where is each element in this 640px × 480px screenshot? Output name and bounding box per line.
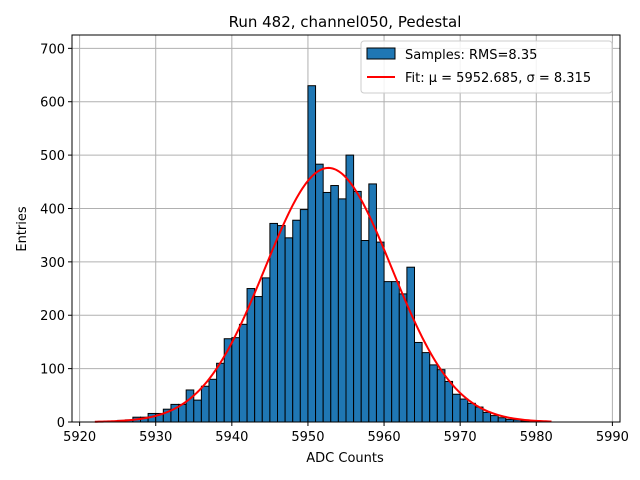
x-tick-label: 5980 [520, 430, 553, 445]
histogram-bar [391, 281, 400, 423]
x-tick-label: 5920 [63, 430, 96, 445]
histogram-bar [467, 402, 476, 423]
legend-swatch-samples [366, 47, 396, 60]
histogram-bar [459, 398, 469, 423]
histogram-bar [238, 323, 248, 423]
histogram-bar [436, 369, 446, 423]
histogram-bar [429, 364, 438, 423]
y-axis-ticks: 0 100 200 300 400 500 600 700 [40, 42, 72, 431]
y-axis-label: Entries [15, 206, 30, 252]
x-tick-label: 5930 [139, 430, 172, 445]
x-tick-label: 5990 [596, 430, 629, 445]
histogram-bar [292, 219, 301, 423]
legend-box [360, 40, 613, 94]
x-tick-label: 5950 [291, 430, 324, 445]
legend: Samples: RMS=8.35 Fit: μ = 5952.685, σ =… [360, 40, 613, 94]
y-tick-label: 600 [40, 96, 65, 111]
histogram-bars [117, 85, 545, 423]
histogram-bar [185, 389, 195, 423]
histogram-bar [368, 183, 377, 423]
histogram-bar [345, 154, 355, 423]
y-tick-label: 400 [40, 202, 65, 217]
plot-frame [71, 34, 621, 423]
histogram-bar [284, 237, 294, 423]
chart-title: Run 482, channel050, Pedestal [229, 13, 462, 31]
histogram-bar [398, 293, 408, 423]
fit-curve [94, 166, 552, 423]
histogram-bar [452, 393, 461, 423]
histogram-bar [375, 241, 385, 423]
histogram-bar [444, 380, 454, 423]
histogram-bar [254, 296, 263, 423]
x-axis-label: ADC Counts [306, 451, 384, 466]
histogram-bar [383, 281, 393, 423]
histogram-bar [216, 362, 225, 423]
histogram-bar [307, 85, 317, 423]
x-tick-label: 5940 [215, 430, 248, 445]
histogram-bar [406, 266, 415, 423]
y-tick-label: 100 [40, 363, 65, 378]
histogram-bar [360, 240, 370, 423]
histogram-bar [337, 198, 347, 423]
histogram-bar [490, 415, 499, 423]
histogram-bar [497, 417, 507, 423]
histogram-bar [414, 341, 423, 423]
histogram-bar [353, 190, 362, 423]
histogram-bar [277, 225, 286, 423]
histogram-bar [421, 352, 431, 423]
y-tick-label: 500 [40, 149, 65, 164]
histogram-bar [299, 209, 309, 423]
y-tick-label: 0 [57, 416, 65, 431]
histogram-bar [193, 399, 202, 423]
x-tick-label: 5970 [444, 430, 477, 445]
histogram-bar [322, 191, 332, 423]
x-axis-ticks: 5920 5930 5940 5950 5960 5970 5980 5990 [63, 422, 629, 445]
x-tick-label: 5960 [368, 430, 401, 445]
histogram-bar [208, 378, 218, 423]
legend-label-samples: Samples: RMS=8.35 [405, 48, 537, 63]
fit-curve-group [94, 166, 552, 423]
histogram-bar [482, 411, 492, 423]
y-tick-label: 200 [40, 309, 65, 324]
histogram-bar [231, 337, 240, 423]
y-tick-label: 700 [40, 42, 65, 57]
y-tick-label: 300 [40, 256, 65, 271]
legend-label-fit: Fit: μ = 5952.685, σ = 8.315 [405, 71, 591, 86]
histogram-bar [200, 385, 210, 423]
histogram-bar [330, 185, 339, 423]
histogram-bar [315, 163, 324, 423]
histogram-bar [261, 277, 271, 423]
